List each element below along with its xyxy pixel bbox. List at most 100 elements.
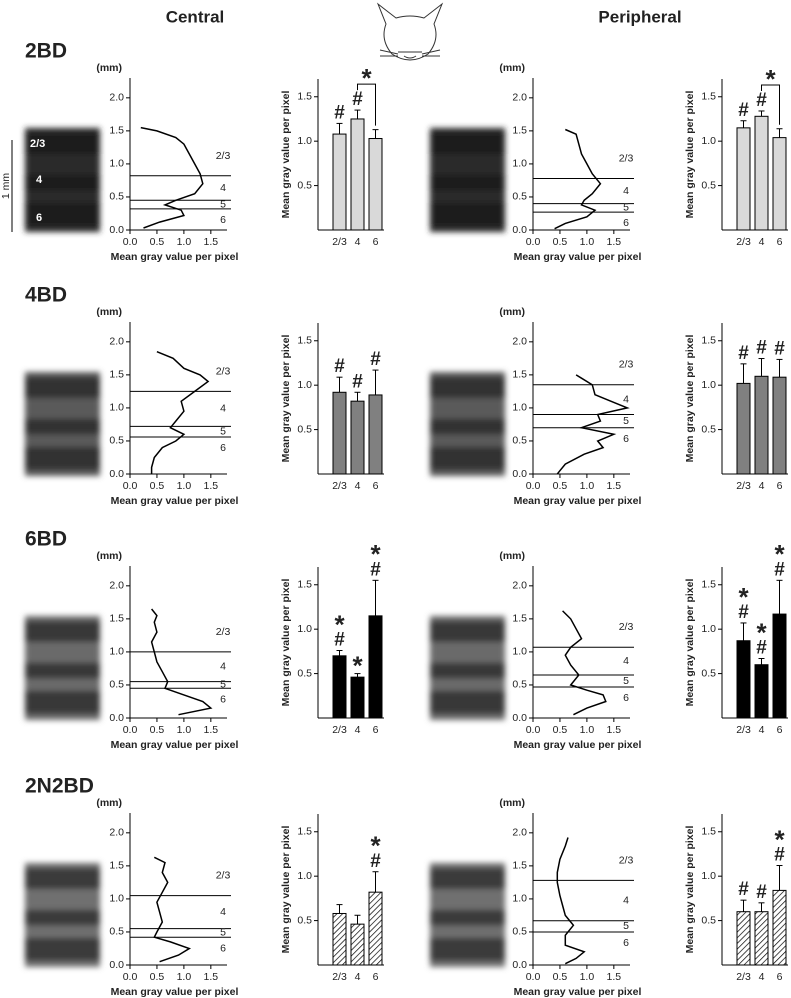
bar: [350, 676, 365, 719]
tissue-band: [430, 446, 505, 470]
layer-label: 6: [623, 937, 629, 949]
tissue-band: [430, 377, 505, 398]
y-tick-label: 1.5: [512, 860, 527, 872]
y-tick-label: 1.5: [297, 579, 312, 591]
significance-mark: #: [774, 559, 785, 580]
x-tick-label: 2/3: [736, 236, 751, 248]
y-tick-label: 0.0: [512, 959, 527, 971]
tissue-image: [430, 372, 505, 476]
tissue-image: [430, 128, 505, 232]
significance-mark: #: [370, 349, 381, 370]
layer-label: 5: [220, 425, 226, 437]
y-tick-label: 0.0: [109, 224, 124, 236]
layer-label: 5: [623, 415, 629, 427]
x-tick-label: 0.0: [526, 971, 541, 983]
bar: [772, 376, 787, 475]
y-tick-label: 2.0: [512, 580, 527, 592]
significance-mark: #: [738, 879, 749, 900]
layer-label: 2/3: [216, 870, 231, 882]
bar: [754, 115, 769, 231]
profile-line: [153, 856, 192, 963]
tissue-image: [25, 616, 100, 720]
row-title: 6BD: [25, 528, 67, 551]
bar: [332, 912, 347, 966]
tissue-band: [430, 690, 505, 714]
y-tick-label: 1.5: [297, 91, 312, 103]
x-tick-label: 0.5: [553, 971, 568, 983]
y-tick-label: 0.0: [512, 712, 527, 724]
layer-label: 2/3: [619, 152, 634, 164]
layer-label: 6: [623, 217, 629, 229]
y-tick-label: 1.5: [109, 860, 124, 872]
x-axis-label: Mean gray value per pixel: [514, 251, 642, 263]
y-tick-label: 1.5: [109, 125, 124, 137]
profile-line: [150, 608, 213, 716]
y-tick-label: 2.0: [109, 827, 124, 839]
image-label: 4: [36, 174, 43, 186]
layer-label: 5: [220, 198, 226, 210]
x-tick-label: 1.0: [580, 480, 595, 492]
y-tick-label: 1.0: [297, 135, 312, 147]
significance-mark: #: [738, 343, 749, 364]
layer-label: 6: [220, 442, 226, 454]
tissue-band: [430, 937, 505, 961]
x-tick-label: 0.0: [123, 971, 138, 983]
bracket: [357, 83, 376, 126]
x-tick-label: 0.0: [526, 236, 541, 248]
y-tick-label: 0.5: [109, 191, 124, 203]
profile-line: [556, 374, 630, 475]
y-tick-label: 1.0: [701, 870, 716, 882]
y-axis-label: Mean gray value per pixel: [684, 335, 696, 463]
bar: [772, 613, 787, 719]
layer-label: 2/3: [619, 359, 634, 371]
x-tick-label: 0.5: [150, 971, 165, 983]
significance-mark: #: [774, 338, 785, 359]
y-tick-label: 0.5: [512, 191, 527, 203]
y-tick-label: 2.0: [109, 92, 124, 104]
tissue-band: [430, 202, 505, 226]
x-tick-label: 1.0: [580, 971, 595, 983]
significance-mark: *: [774, 824, 785, 854]
x-tick-label: 4: [355, 724, 361, 736]
bar: [754, 664, 769, 719]
y-tick-label: 1.5: [512, 613, 527, 625]
y-tick-label: 1.0: [109, 646, 124, 658]
x-axis-label: Mean gray value per pixel: [514, 739, 642, 751]
y-axis-label: (mm): [499, 62, 525, 74]
tissue-band: [430, 174, 505, 191]
tissue-band: [25, 868, 100, 889]
significance-mark: #: [334, 102, 345, 123]
x-tick-label: 6: [777, 480, 783, 492]
significance-mark: #: [334, 356, 345, 377]
x-axis-label: Mean gray value per pixel: [514, 986, 642, 998]
x-tick-label: 0.5: [553, 480, 568, 492]
y-tick-label: 0.5: [701, 667, 716, 679]
significance-mark: *: [352, 650, 363, 680]
x-tick-label: 2/3: [736, 724, 751, 736]
tissue-band: [25, 690, 100, 714]
y-tick-label: 0.0: [512, 468, 527, 480]
significance-mark: #: [334, 630, 345, 651]
y-axis-label: Mean gray value per pixel: [280, 826, 292, 954]
significance-mark: *: [370, 539, 381, 569]
tissue-band: [25, 418, 100, 435]
significance-mark: #: [370, 851, 381, 872]
y-tick-label: 1.0: [297, 870, 312, 882]
row-title: 4BD: [25, 284, 67, 307]
x-axis-label: Mean gray value per pixel: [111, 986, 239, 998]
x-tick-label: 2/3: [332, 971, 347, 983]
y-tick-label: 1.0: [109, 402, 124, 414]
bar: [350, 923, 365, 966]
y-tick-label: 1.0: [512, 402, 527, 414]
bar: [754, 911, 769, 966]
x-tick-label: 4: [355, 236, 361, 248]
y-tick-label: 1.0: [297, 623, 312, 635]
y-tick-label: 1.0: [512, 893, 527, 905]
significance-mark: #: [738, 602, 749, 623]
significance-mark: #: [756, 882, 767, 903]
significance-mark: #: [370, 559, 381, 580]
x-tick-label: 4: [759, 480, 765, 492]
y-tick-label: 0.5: [297, 423, 312, 435]
x-tick-label: 6: [373, 236, 379, 248]
